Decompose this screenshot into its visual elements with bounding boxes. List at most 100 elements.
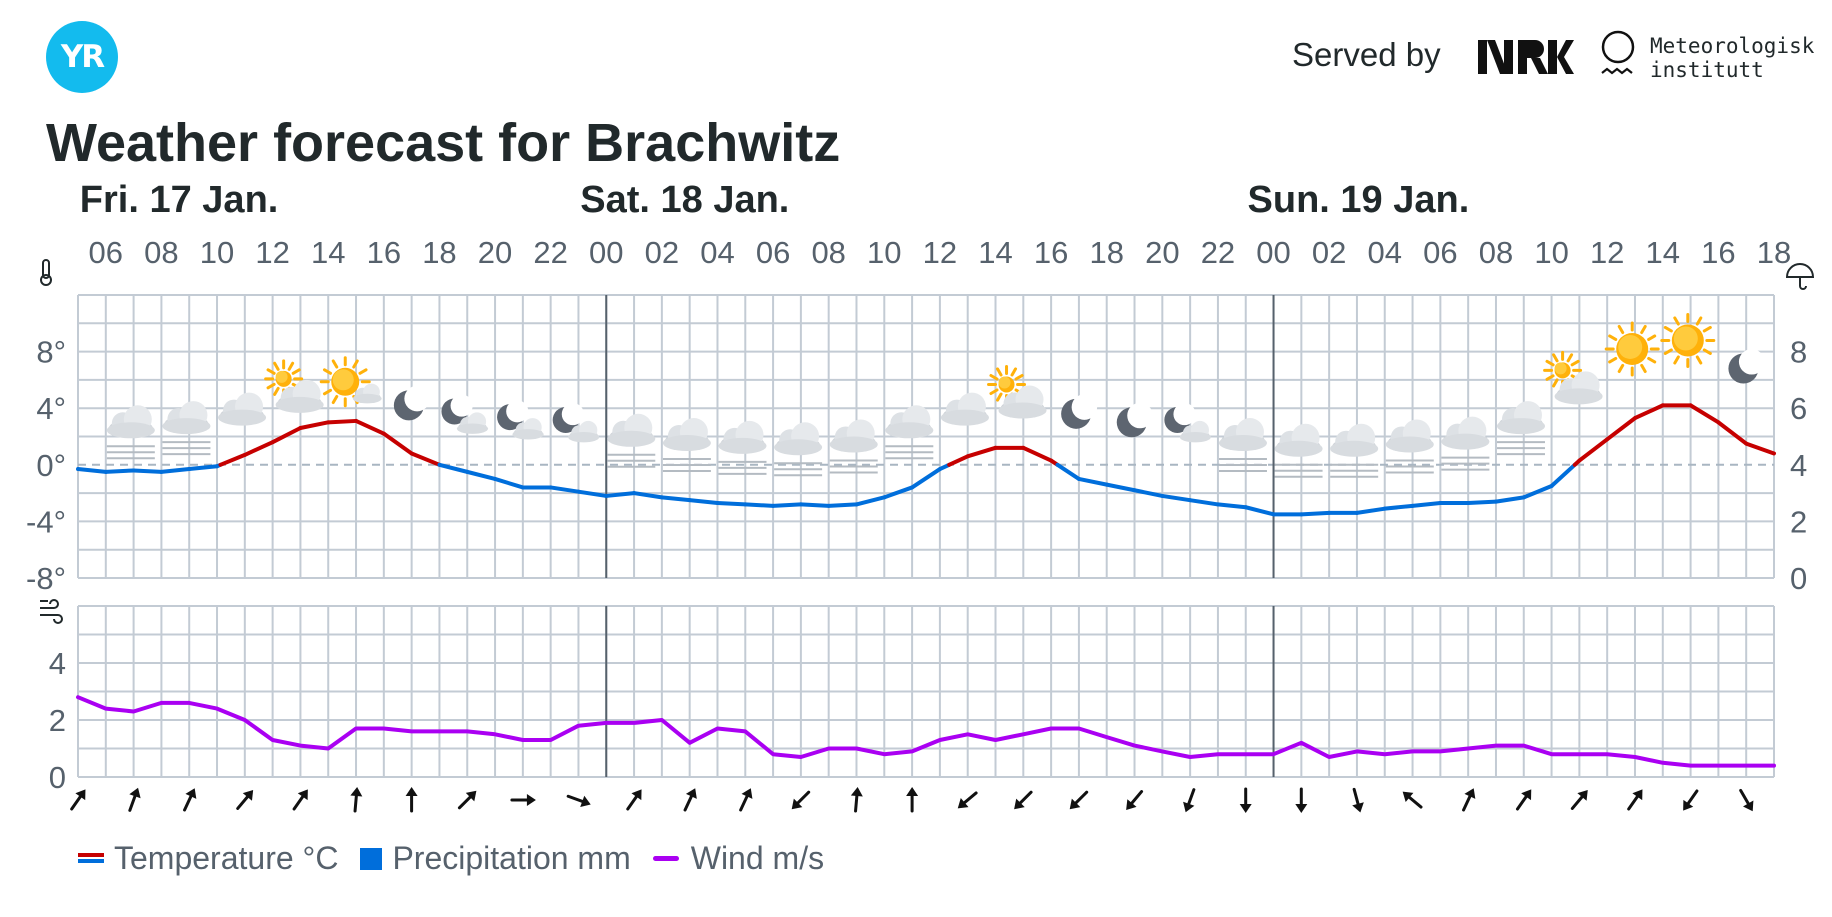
temperature-segment [798,502,831,508]
hour-tick-label: 00 [1256,235,1290,270]
wind-arrow-icon [457,790,477,810]
hour-tick-label: 10 [200,235,234,270]
wind-arrow-icon [510,794,536,806]
wind-arrow-icon [1402,791,1423,809]
series-lines [76,403,1776,768]
cloudy-fog-icon [106,405,155,460]
hour-tick-label: 12 [1590,235,1624,270]
hour-tick-label: 18 [422,235,456,270]
temperature-segment [659,495,692,503]
temperature-segment [354,418,386,436]
wind-arrow-icon [350,787,363,813]
hour-tick-label: 08 [811,235,845,270]
wind-arrow-icon [683,788,697,812]
wind-direction-arrows [70,787,1754,813]
temperature-segment [965,445,998,459]
wind-arrow-icon [1014,790,1033,810]
thermometer-icon [40,259,52,286]
hour-tick-label: 06 [756,235,790,270]
cloudy-fog-icon [774,422,823,477]
wind-axis-label: 4 [49,646,66,681]
hour-tick-label: 18 [1089,235,1123,270]
wind-arrow-icon [566,794,591,808]
temperature-segment [1132,488,1165,498]
fair-day-icon [319,356,382,408]
partly-cloudy-night-icon [552,403,600,443]
wind-arrow-icon [183,788,197,812]
temperature-segment [326,418,359,425]
temperature-segment [687,498,720,506]
temperature-segment [771,502,803,508]
cloudy-fog-icon [829,419,878,474]
temperature-segment [131,468,164,474]
wind-arrow-icon [1462,788,1476,812]
yr-logo[interactable]: YR [46,21,118,93]
legend-item-precipitation: Precipitation mm [360,840,631,877]
temperature-segment [437,462,470,474]
temperature-segment [632,491,664,500]
temperature-segment [465,469,498,481]
wind-arrow-icon [70,789,86,811]
partly-cloudy-day-icon [987,365,1047,419]
cloudy-fog-icon [607,413,656,468]
cloudy-fog-icon [718,420,767,475]
nrk-logo[interactable] [1478,38,1574,76]
partly-cloudy-day-icon [264,359,324,413]
temperature-segment [1716,420,1749,446]
wind-line [76,695,1776,768]
temperature-segment [882,485,915,500]
partly-cloudy-day-icon [1543,350,1603,405]
hour-tick-label: 14 [1646,235,1680,270]
wind-arrow-icon [1627,789,1643,811]
hour-tick-label: 00 [589,235,623,270]
temperature-segment [1466,499,1498,506]
legend-precipitation-label: Precipitation mm [392,840,631,876]
temperature-segment [947,454,970,467]
temperature-segment [548,485,581,494]
hour-tick-label: 10 [867,235,901,270]
umbrella-icon [1785,263,1815,290]
wind-axis-label: 0 [49,760,66,795]
temperature-segment [298,420,331,431]
temperature-segment [1299,510,1332,517]
temperature-segment [1160,493,1193,503]
temperature-segment [1549,462,1577,489]
precipitation-axis-label: 6 [1790,391,1807,426]
temperature-segment [1632,403,1665,421]
temperature-segment [743,502,776,508]
temperature-segment [1688,403,1721,425]
cloudy-fog-icon [1330,423,1379,478]
temperature-segment [1104,482,1137,493]
temperature-segment [1744,441,1776,456]
wind-arrow-icon [292,789,308,811]
wind-arrow-icon [957,791,978,809]
axis-labels: Fri. 17 Jan. Sat. 18 Jan. Sun. 19 Jan.06 08… [26,179,1807,795]
wind-axis-label: 2 [49,703,66,738]
temperature-segment [1577,437,1610,463]
temperature-segment [1382,503,1415,511]
met-institute-logo[interactable] [1596,30,1640,86]
cloudy-icon [218,392,267,426]
wind-arrow-icon [739,788,753,812]
temperature-segment [1076,476,1109,487]
temperature-segment [493,476,525,490]
temperature-segment [1354,506,1387,515]
temperature-segment [1021,445,1054,463]
hour-tick-label: 20 [1145,235,1179,270]
temperature-segment [604,491,637,498]
wind-arrow-icon [626,789,642,811]
wind-arrow-icon [128,787,141,812]
wind-arrow-icon [1126,790,1144,810]
wind-arrow-icon [1739,788,1754,812]
hour-tick-label: 12 [923,235,957,270]
hour-tick-label: 14 [311,235,345,270]
hour-tick-label: 22 [1201,235,1235,270]
legend-item-wind: Wind m/s [652,840,824,877]
precipitation-swatch [360,847,383,870]
met-institute-name: Meteorologisk institutt [1650,34,1815,82]
hour-tick-label: 02 [645,235,679,270]
temperature-segment [1215,502,1248,510]
hour-tick-label: 08 [144,235,178,270]
wind-arrow-icon [1069,790,1089,810]
